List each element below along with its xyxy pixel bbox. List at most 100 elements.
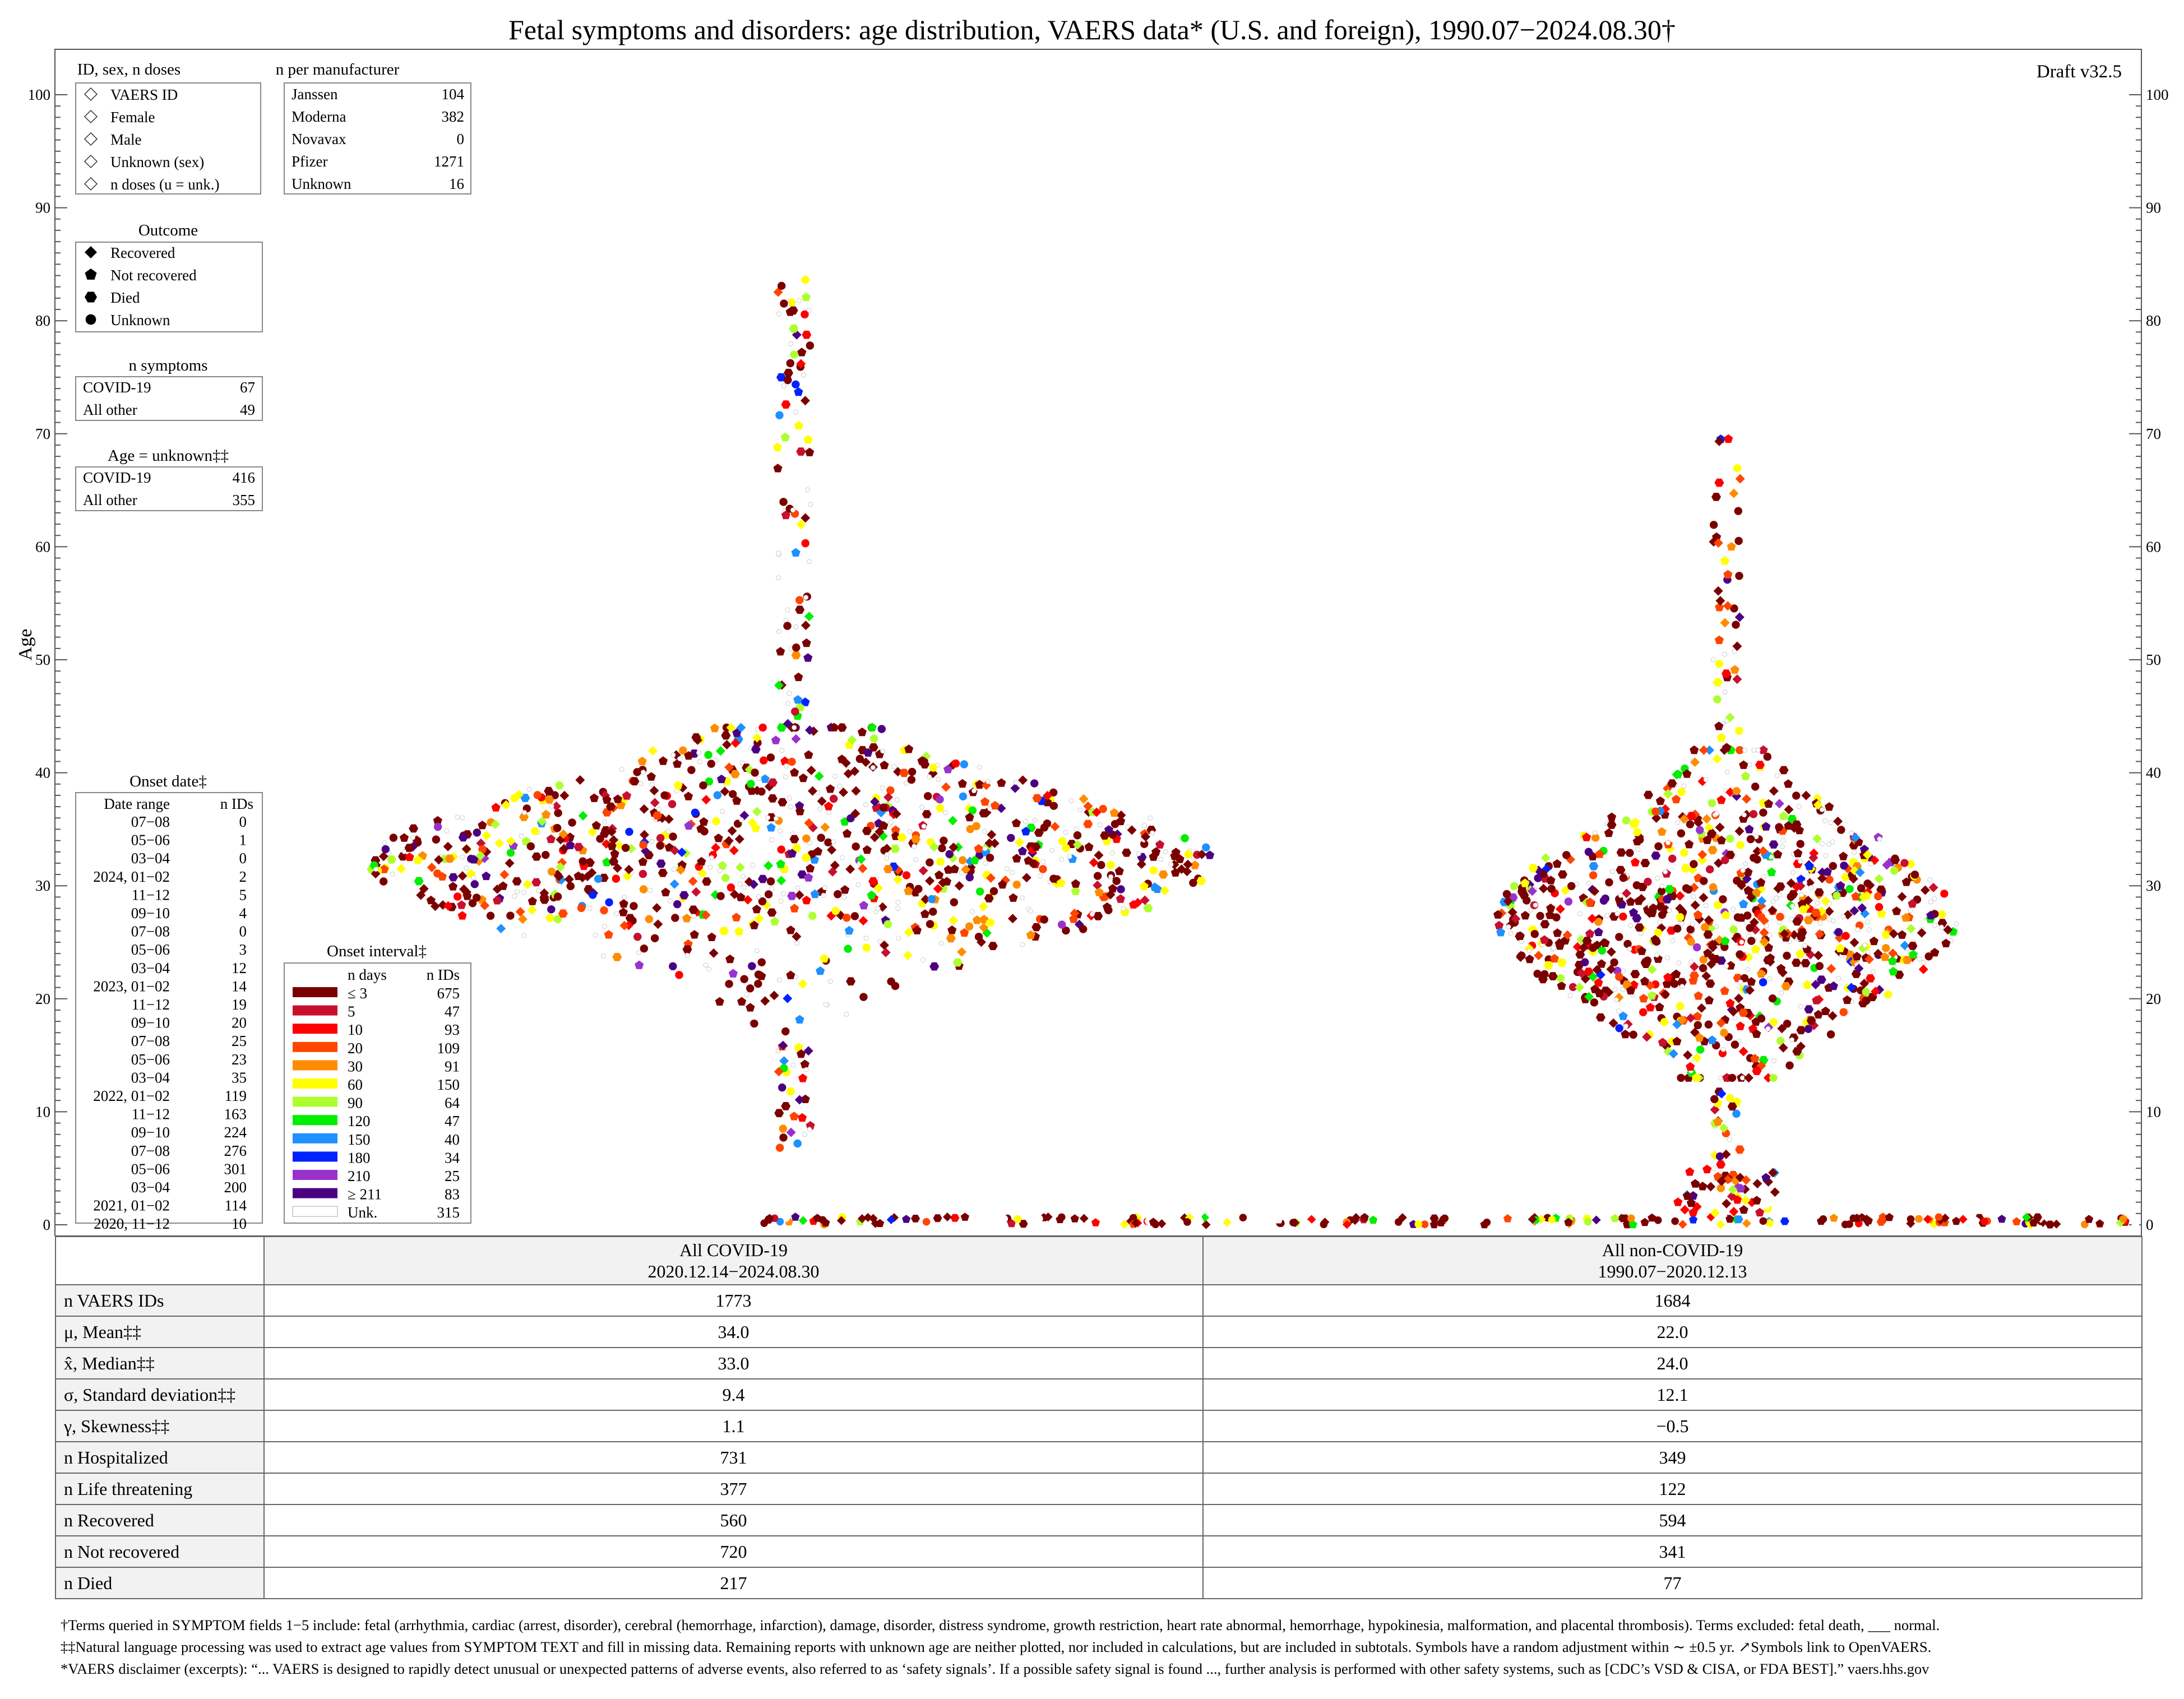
data-point <box>771 735 780 744</box>
data-point <box>770 916 780 926</box>
onset-date-value: 10 <box>232 1215 247 1232</box>
data-point <box>656 834 665 842</box>
data-point <box>1908 899 1917 908</box>
data-point <box>1647 965 1657 975</box>
data-point <box>1594 918 1603 926</box>
data-point <box>1763 752 1772 761</box>
data-point <box>795 596 804 604</box>
data-point-unknown <box>587 905 593 911</box>
data-point-unknown <box>1506 924 1511 929</box>
data-point <box>506 849 515 857</box>
data-point <box>1290 1218 1300 1228</box>
data-point-unknown <box>1663 869 1668 874</box>
data-point <box>1693 818 1704 828</box>
y-tick-label: 50 <box>35 651 50 668</box>
onset-interval-value: 83 <box>445 1186 460 1203</box>
data-point-unknown <box>827 979 833 984</box>
data-point <box>1733 1195 1742 1204</box>
data-point <box>645 915 654 923</box>
data-point <box>1194 1216 1204 1224</box>
data-point-unknown <box>1802 943 1808 948</box>
data-point <box>929 763 938 772</box>
data-point <box>946 934 956 943</box>
data-point <box>1813 951 1824 960</box>
y-tick-label: 10 <box>2146 1103 2161 1120</box>
data-point <box>1196 877 1206 885</box>
data-point <box>1673 1197 1683 1206</box>
data-point <box>1164 1215 1172 1223</box>
data-point <box>1889 929 1899 939</box>
data-point <box>573 871 583 880</box>
data-point-unknown <box>1703 777 1709 783</box>
stats-row: n Not recovered 720 341 <box>55 1535 2143 1568</box>
data-point <box>1579 943 1589 953</box>
data-point-unknown <box>840 855 845 860</box>
data-point <box>1021 873 1031 883</box>
data-point-unknown <box>1077 807 1083 813</box>
data-point <box>730 738 741 748</box>
data-point <box>1657 827 1667 836</box>
data-point <box>1584 967 1594 976</box>
data-point <box>947 925 957 934</box>
data-point-unknown <box>1121 906 1126 911</box>
data-point <box>1726 834 1734 843</box>
manufacturer-label: Unknown <box>291 175 351 192</box>
data-point <box>795 807 805 816</box>
data-point-unknown <box>1761 874 1766 879</box>
data-point <box>1756 969 1766 978</box>
data-point <box>1093 872 1102 880</box>
data-point <box>609 857 619 866</box>
manufacturer-value: 0 <box>457 131 465 147</box>
data-point <box>600 829 609 838</box>
data-point <box>1716 733 1726 742</box>
data-point <box>1871 987 1881 997</box>
data-point <box>1736 1021 1745 1030</box>
onset-interval-value: 64 <box>445 1095 460 1112</box>
data-point <box>1734 1215 1743 1224</box>
data-point <box>544 795 554 804</box>
onset-date-label: 07−08 <box>131 1033 170 1049</box>
data-point <box>754 979 762 988</box>
data-point <box>1730 1040 1739 1049</box>
data-point <box>1715 596 1725 606</box>
data-point <box>568 818 576 827</box>
data-point <box>936 795 944 804</box>
data-point <box>673 759 682 768</box>
data-point <box>618 908 628 916</box>
onset-interval-swatch <box>293 1096 337 1107</box>
data-point <box>1889 966 1898 976</box>
data-point <box>834 890 842 899</box>
data-point <box>1697 850 1708 860</box>
data-point <box>776 1217 784 1226</box>
data-point-unknown <box>1819 807 1825 812</box>
data-point <box>1759 808 1767 817</box>
data-point <box>1735 1145 1745 1154</box>
data-point <box>434 855 444 865</box>
data-point <box>732 913 741 922</box>
data-point <box>1997 1215 2006 1223</box>
data-point <box>1604 828 1613 837</box>
data-point <box>1722 1198 1732 1209</box>
data-point <box>1143 904 1153 913</box>
data-point <box>1651 813 1662 823</box>
data-point-unknown <box>1767 932 1773 938</box>
data-point <box>1673 924 1682 933</box>
data-point <box>1900 859 1909 867</box>
data-point <box>1778 967 1788 978</box>
data-point <box>795 1015 804 1024</box>
data-point <box>1743 886 1753 895</box>
data-point <box>1785 1061 1794 1070</box>
data-point <box>950 1214 960 1222</box>
data-point <box>700 827 709 836</box>
data-point <box>517 914 528 924</box>
data-point <box>2056 1213 2066 1223</box>
data-point <box>533 791 542 799</box>
data-point <box>786 1087 795 1096</box>
data-point <box>788 306 798 315</box>
data-point <box>514 790 524 800</box>
data-point-unknown <box>1688 959 1694 965</box>
n-symptoms-value: 49 <box>240 401 255 418</box>
data-point-unknown <box>1864 919 1870 925</box>
manufacturer-box <box>284 82 471 195</box>
data-point-unknown <box>1068 798 1074 804</box>
